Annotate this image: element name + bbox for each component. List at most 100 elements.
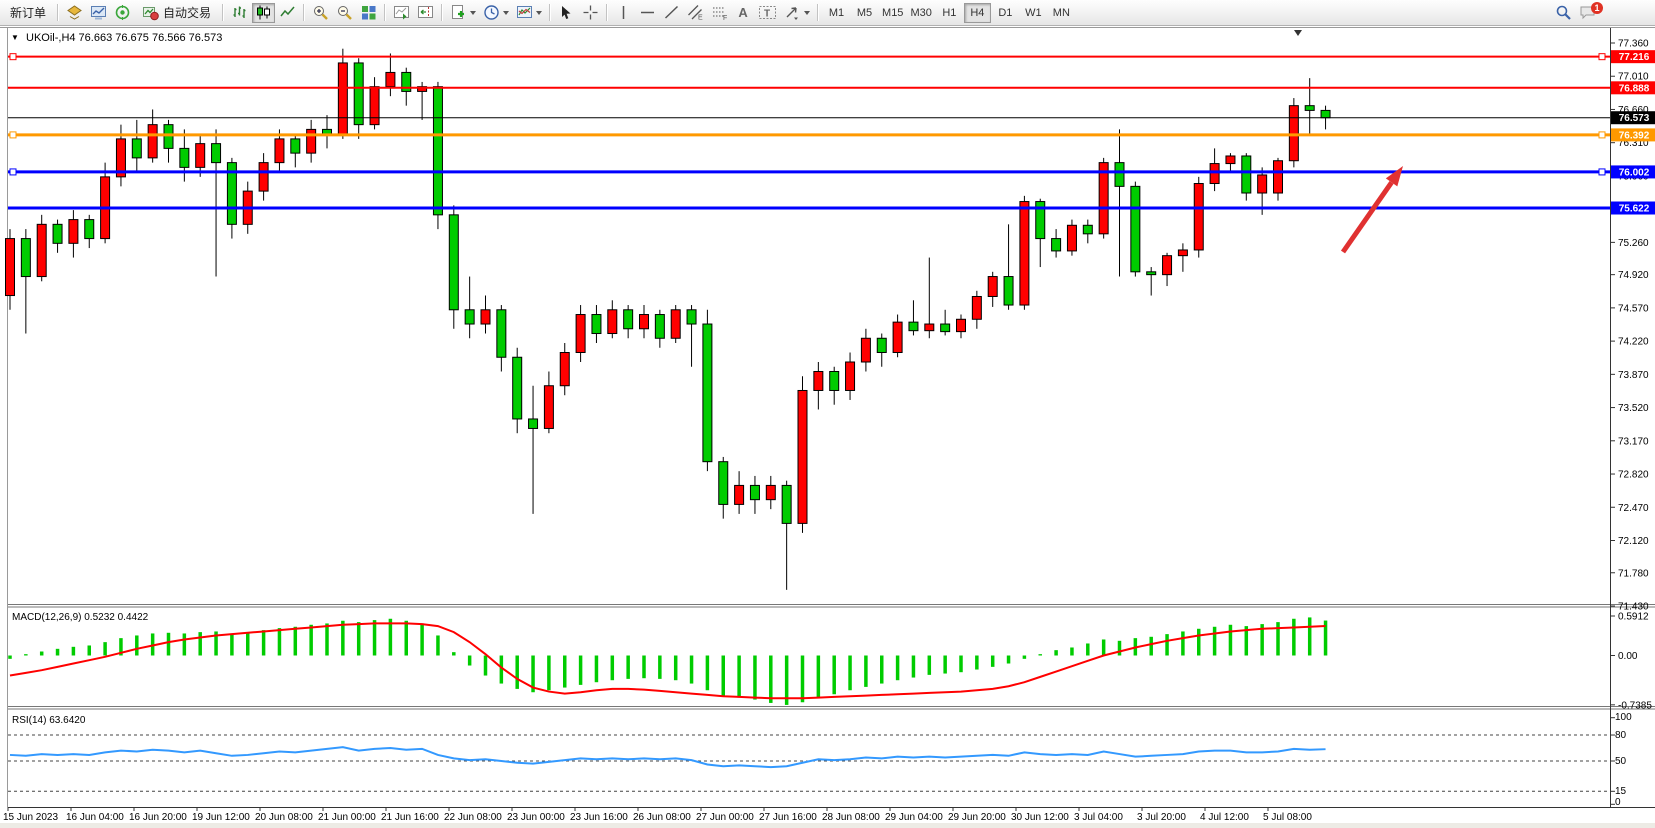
chart-window: 77.36077.01076.66076.31075.96075.61075.2… xyxy=(0,26,1655,828)
bull-candle xyxy=(797,389,808,524)
arrows-button[interactable] xyxy=(781,3,813,23)
bull-candle xyxy=(385,71,396,88)
zoom-out-button[interactable] xyxy=(333,3,356,23)
price-badge xyxy=(1611,111,1655,125)
chart-profile-button[interactable] xyxy=(63,3,86,23)
cursor-button[interactable] xyxy=(555,3,578,23)
one-click-trading-toggle[interactable]: ▼ xyxy=(11,33,19,42)
price-tick-label: 71.430 xyxy=(1618,601,1649,612)
bull-candle xyxy=(1162,255,1173,276)
auto-scroll-button[interactable] xyxy=(390,3,413,23)
equidistant-channel-icon: E xyxy=(688,5,703,21)
text-label-button[interactable]: T xyxy=(755,3,780,23)
timeframe-h1-button[interactable]: H1 xyxy=(936,3,963,23)
bear-candle xyxy=(1304,105,1315,111)
line-handle[interactable] xyxy=(1598,131,1606,139)
bear-candle xyxy=(686,309,697,325)
text-tool-icon: A xyxy=(738,5,748,20)
toolbar-separator xyxy=(222,4,225,21)
horizontal-line-button[interactable] xyxy=(636,3,659,23)
text-button[interactable]: A xyxy=(732,3,754,23)
bull-candle xyxy=(765,484,776,501)
bar-chart-button[interactable] xyxy=(228,3,251,23)
auto-trading-icon xyxy=(143,7,159,21)
time-tick-label: 15 Jun 2023 xyxy=(3,812,58,823)
line-handle[interactable] xyxy=(1598,168,1606,176)
crosshair-icon xyxy=(583,5,598,20)
fibonacci-button[interactable]: F xyxy=(708,3,731,23)
price-tick-label: 74.920 xyxy=(1618,270,1649,281)
timeframe-d1-button[interactable]: D1 xyxy=(992,3,1019,23)
time-tick-label: 29 Jun 04:00 xyxy=(885,812,943,823)
chart-shift-marker[interactable] xyxy=(1294,30,1302,36)
line-handle[interactable] xyxy=(9,53,17,61)
bull-candle xyxy=(971,295,982,320)
notification-badge: 1 xyxy=(1591,1,1603,14)
price-tick-label: 73.870 xyxy=(1618,370,1649,381)
trend-arrow-annotation[interactable] xyxy=(1340,166,1403,254)
bull-candle xyxy=(639,314,649,330)
chart-canvas[interactable]: 77.36077.01076.66076.31075.96075.61075.2… xyxy=(0,26,1655,828)
line-handle[interactable] xyxy=(9,131,17,139)
svg-text:75.622: 75.622 xyxy=(1619,204,1650,215)
bear-candle xyxy=(591,314,602,335)
bar-chart-icon xyxy=(233,6,246,18)
templates-button[interactable] xyxy=(513,3,545,23)
pane-borders xyxy=(0,27,1655,808)
timeframe-m1-button[interactable]: M1 xyxy=(823,3,850,23)
chart-title-bar: ▼ UKOil-,H4 76.663 76.675 76.566 76.573 xyxy=(11,32,222,44)
timeframe-w1-button[interactable]: W1 xyxy=(1020,3,1047,23)
bear-candle xyxy=(401,71,412,92)
navigator-button[interactable] xyxy=(111,3,134,23)
line-chart-button[interactable] xyxy=(276,3,299,23)
rsi-axis-label: 100 xyxy=(1615,712,1632,723)
window-bottom-strip xyxy=(0,823,1655,828)
search-icon xyxy=(1556,5,1571,20)
timeframe-m15-button[interactable]: M15 xyxy=(879,3,906,23)
new-chart-button[interactable] xyxy=(447,3,479,23)
market-watch-button[interactable] xyxy=(87,3,110,23)
time-axis: 15 Jun 2023 16 Jun 04:00 16 Jun 20:00 19 Ju… xyxy=(3,807,1312,823)
search-button[interactable] xyxy=(1552,3,1575,23)
bear-candle xyxy=(1114,162,1125,187)
timeframe-h4-button[interactable]: H4 xyxy=(963,2,991,23)
bull-candle xyxy=(5,238,15,297)
bear-candle xyxy=(876,337,887,354)
crosshair-button[interactable] xyxy=(579,3,602,23)
price-tick-label: 72.470 xyxy=(1618,503,1649,514)
bear-candle xyxy=(1051,238,1062,252)
line-chart-icon xyxy=(280,6,295,17)
bull-candle xyxy=(1225,155,1236,165)
periods-button[interactable] xyxy=(480,3,512,23)
toolbar-separator xyxy=(606,4,609,21)
timeframe-m30-button[interactable]: M30 xyxy=(907,3,934,23)
bear-candle xyxy=(1146,271,1157,276)
new-order-button[interactable]: 新订单 xyxy=(3,3,53,23)
bull-candle xyxy=(1257,174,1268,194)
dropdown-caret xyxy=(503,10,510,15)
bull-candle xyxy=(1288,105,1299,162)
auto-trading-button[interactable]: 自动交易 xyxy=(135,3,218,23)
bear-candle xyxy=(1082,224,1093,235)
chart-shift-button[interactable] xyxy=(414,3,437,23)
bear-candle xyxy=(749,484,760,501)
line-handle[interactable] xyxy=(9,168,17,176)
candlestick-chart-button[interactable] xyxy=(252,2,276,23)
tile-windows-button[interactable] xyxy=(357,3,380,23)
line-handle[interactable] xyxy=(1598,53,1606,61)
time-tick-label: 23 Jun 00:00 xyxy=(507,812,565,823)
bull-candle xyxy=(813,370,824,391)
bull-candle xyxy=(1193,183,1204,251)
notifications-button[interactable]: 1 xyxy=(1576,1,1603,23)
equidistant-channel-button[interactable]: E xyxy=(684,3,707,23)
macd-axis-label: 0.00 xyxy=(1618,651,1638,662)
timeframe-m5-button[interactable]: M5 xyxy=(851,3,878,23)
bull-candle xyxy=(670,309,681,339)
bear-candle xyxy=(464,309,475,325)
tile-windows-icon xyxy=(362,6,376,20)
vertical-line-button[interactable] xyxy=(612,3,635,23)
trendline-button[interactable] xyxy=(660,3,683,23)
toolbar-separator xyxy=(549,4,552,21)
zoom-in-button[interactable] xyxy=(309,3,332,23)
timeframe-mn-button[interactable]: MN xyxy=(1048,3,1075,23)
